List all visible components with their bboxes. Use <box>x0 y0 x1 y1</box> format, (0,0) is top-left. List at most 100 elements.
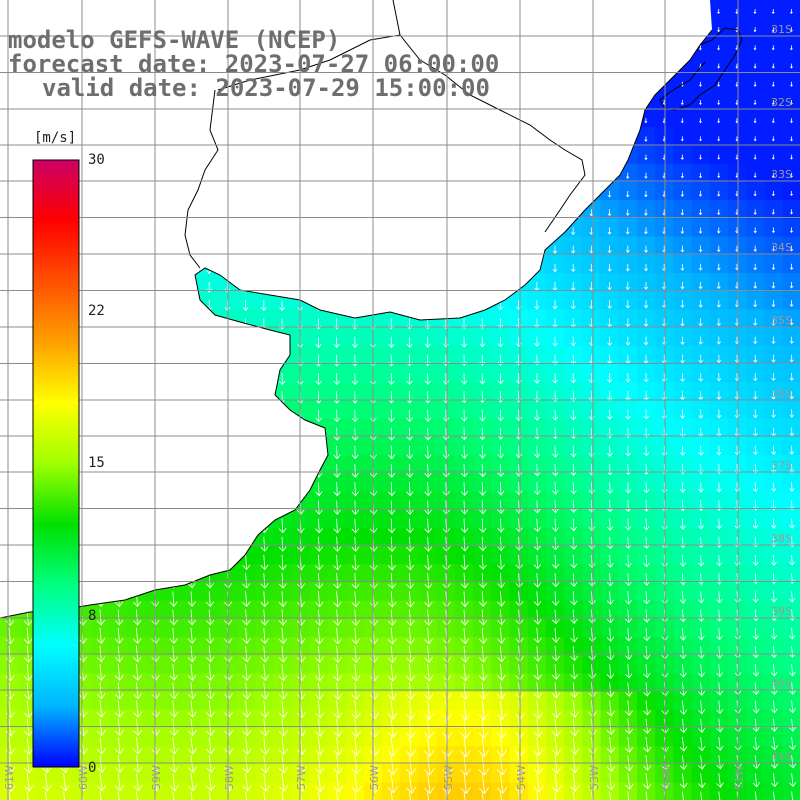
wind-arrow <box>680 300 685 308</box>
wind-arrow <box>645 791 648 800</box>
wind-arrow <box>717 227 721 234</box>
wind-arrow <box>552 609 560 625</box>
wind-arrow <box>606 554 614 568</box>
wind-arrow <box>789 445 795 455</box>
wind-arrow <box>570 409 577 421</box>
wind-arrow <box>442 409 450 422</box>
latitude-label: 41S <box>771 750 792 763</box>
wind-arrow <box>518 791 521 800</box>
wind-arrow <box>169 700 179 718</box>
wind-arrow <box>460 573 469 589</box>
wind-arrow <box>296 736 307 756</box>
wind-arrow <box>570 645 579 662</box>
wind-arrow <box>771 227 775 234</box>
latitude-label: 38S <box>771 532 792 545</box>
wind-arrow <box>643 700 651 716</box>
wind-arrow <box>387 518 396 534</box>
wind-arrow <box>771 282 776 289</box>
wind-arrow <box>23 755 34 774</box>
wind-arrow <box>333 409 341 423</box>
wind-arrow <box>533 518 541 533</box>
wind-arrow <box>333 372 341 386</box>
wind-arrow <box>114 609 124 626</box>
wind-arrow <box>753 27 757 33</box>
wind-arrow <box>497 409 504 422</box>
wind-arrow <box>679 518 686 530</box>
wind-arrow <box>752 664 760 677</box>
wind-arrow <box>187 700 197 718</box>
wind-arrow <box>699 99 702 106</box>
wind-arrow <box>351 427 359 441</box>
wind-arrow <box>497 682 506 700</box>
wind-arrow <box>460 445 468 459</box>
wind-arrow <box>205 664 215 681</box>
wind-cell <box>691 145 711 165</box>
wind-arrow <box>679 773 688 789</box>
wind-arrow <box>753 372 758 382</box>
wind-arrow <box>552 518 560 532</box>
wind-cell <box>764 200 784 219</box>
wind-arrow <box>315 573 324 589</box>
wind-cell <box>728 145 747 165</box>
wind-arrow <box>460 736 471 758</box>
wind-arrow <box>552 354 558 366</box>
wind-arrow <box>680 427 686 438</box>
wind-arrow <box>790 63 793 69</box>
wind-arrow <box>591 791 593 800</box>
wind-arrow <box>427 791 430 800</box>
wind-arrow <box>771 336 776 345</box>
wind-arrow <box>497 463 505 478</box>
wind-arrow <box>333 518 342 534</box>
wind-arrow <box>606 500 614 513</box>
wind-arrow <box>698 45 702 51</box>
wind-arrow <box>682 791 684 800</box>
wind-arrow <box>460 591 469 608</box>
wind-arrow <box>606 482 614 494</box>
wind-arrow <box>406 536 415 552</box>
wind-arrow <box>753 209 757 215</box>
wind-arrow <box>351 500 360 515</box>
wind-arrow <box>643 554 650 568</box>
wind-arrow <box>680 445 686 456</box>
wind-arrow <box>351 664 361 682</box>
wind-cell <box>746 127 765 147</box>
longitude-labels: 61W 60W 59W 58W 57W 56W 55W 54W 53W 52W 51W <box>3 765 746 790</box>
wind-arrow <box>315 372 322 386</box>
wind-arrow <box>388 409 395 423</box>
wind-arrow <box>569 736 580 755</box>
wind-arrow <box>679 755 688 771</box>
wind-arrow <box>551 718 562 738</box>
wind-arrow <box>479 463 487 478</box>
colorbar-tick-label: 30 <box>88 152 105 168</box>
wind-arrow <box>424 627 433 645</box>
wind-arrow <box>406 482 414 497</box>
wind-arrow <box>424 554 433 571</box>
wind-arrow <box>333 664 343 682</box>
wind-arrow <box>497 664 506 681</box>
wind-arrow <box>680 99 684 106</box>
wind-arrow <box>606 645 615 661</box>
wind-arrow <box>23 718 34 737</box>
wind-arrow <box>114 682 124 700</box>
wind-arrow <box>570 664 579 680</box>
wind-arrow <box>716 609 723 622</box>
wind-arrow <box>387 573 397 590</box>
wind-arrow <box>771 63 775 69</box>
wind-arrow <box>625 500 632 513</box>
wind-arrow <box>698 209 703 216</box>
wind-arrow <box>552 536 560 551</box>
wind-cell <box>764 127 784 147</box>
wind-arrow <box>643 773 652 790</box>
wind-arrow <box>625 263 630 272</box>
wind-arrow <box>534 318 540 329</box>
wind-arrow <box>551 700 561 719</box>
wind-arrow <box>717 99 721 106</box>
wind-arrow <box>172 791 175 800</box>
wind-arrow <box>644 118 648 124</box>
wind-arrow <box>533 427 541 440</box>
border-line <box>184 89 219 269</box>
wind-arrow <box>698 755 706 770</box>
wind-arrow <box>716 300 721 308</box>
wind-arrow <box>680 263 685 271</box>
